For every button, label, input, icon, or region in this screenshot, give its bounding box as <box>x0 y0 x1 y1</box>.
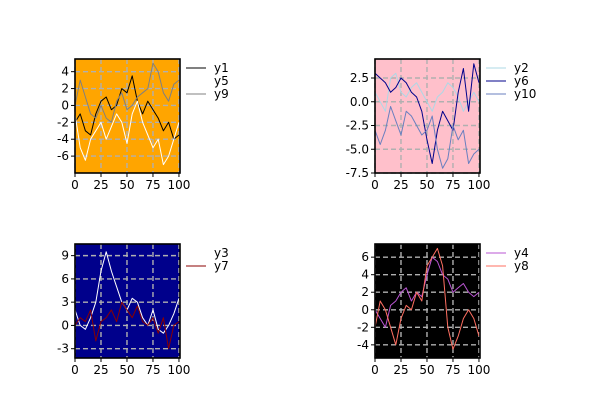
y-tick-label: 4 <box>61 65 69 79</box>
y-tick-label: 6 <box>361 250 369 264</box>
legend-label-y9: y9 <box>214 87 229 101</box>
legend-label-y6: y6 <box>514 74 529 88</box>
y-tick-label: -2 <box>57 115 69 129</box>
y-tick-label: -6 <box>57 149 69 163</box>
x-tick-label: 50 <box>119 178 134 192</box>
x-tick-label: 25 <box>93 178 108 192</box>
x-tick-label: 0 <box>71 178 79 192</box>
y-tick-label: 2.5 <box>350 71 369 85</box>
x-tick-label: 100 <box>468 178 491 192</box>
x-tick-label: 25 <box>393 363 408 377</box>
series-line-y9 <box>74 62 180 123</box>
series-line-y8 <box>374 247 480 350</box>
legend-label-y2: y2 <box>514 61 529 75</box>
series-line-y4 <box>374 256 480 328</box>
y-tick-label: 2 <box>61 82 69 96</box>
y-tick-label: -2.5 <box>346 119 369 133</box>
y-tick-label: 9 <box>61 249 69 263</box>
x-tick-label: 75 <box>145 363 160 377</box>
x-tick-label: 0 <box>71 363 79 377</box>
x-tick-label: 100 <box>168 363 191 377</box>
x-tick-label: 100 <box>168 178 191 192</box>
legend-label-y1: y1 <box>214 61 229 75</box>
series-line-y6 <box>374 63 480 164</box>
y-tick-label: -2 <box>357 320 369 334</box>
x-tick-label: 25 <box>393 178 408 192</box>
series-line-y5 <box>74 100 180 166</box>
series-line-y2 <box>374 72 480 112</box>
plot-frame <box>374 243 481 359</box>
y-tick-label: 6 <box>61 272 69 286</box>
plot-frame <box>74 243 181 359</box>
series-line-y1 <box>74 75 180 140</box>
y-tick-label: 0 <box>61 98 69 112</box>
x-tick-label: 50 <box>119 363 134 377</box>
y-tick-label: 0 <box>361 303 369 317</box>
y-tick-label: 4 <box>361 268 369 282</box>
legend-label-y5: y5 <box>214 74 229 88</box>
y-tick-label: -7.5 <box>346 166 369 180</box>
y-tick-label: 2 <box>361 285 369 299</box>
x-tick-label: 50 <box>419 363 434 377</box>
y-tick-label: -4 <box>357 338 369 352</box>
legend-label-y4: y4 <box>514 246 529 260</box>
y-tick-label: -3 <box>57 342 69 356</box>
x-tick-label: 25 <box>93 363 108 377</box>
y-tick-label: 3 <box>61 295 69 309</box>
legend-label-y10: y10 <box>514 87 536 101</box>
x-tick-label: 75 <box>445 363 460 377</box>
x-tick-label: 75 <box>145 178 160 192</box>
series-line-y10 <box>374 106 480 169</box>
legend-label-y7: y7 <box>214 259 229 273</box>
legend-label-y3: y3 <box>214 246 229 260</box>
x-tick-label: 0 <box>371 363 379 377</box>
x-tick-label: 100 <box>468 363 491 377</box>
x-tick-label: 75 <box>445 178 460 192</box>
plot-frame <box>374 58 481 174</box>
series-line-y7 <box>74 301 180 350</box>
y-tick-label: -4 <box>57 132 69 146</box>
plot-frame <box>74 58 181 174</box>
y-tick-label: -5.0 <box>346 142 369 156</box>
x-tick-label: 0 <box>371 178 379 192</box>
legend-label-y8: y8 <box>514 259 529 273</box>
y-tick-label: 0 <box>61 318 69 332</box>
y-tick-label: 0.0 <box>350 95 369 109</box>
x-tick-label: 50 <box>419 178 434 192</box>
